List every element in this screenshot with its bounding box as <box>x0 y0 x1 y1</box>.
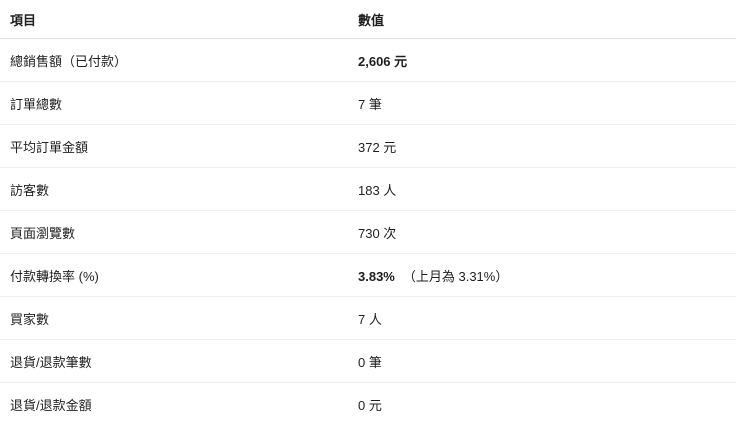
metric-label: 平均訂單金額 <box>0 124 348 168</box>
table-row: 付款轉換率 (%) 3.83% （上月為 3.31%） <box>0 253 736 297</box>
table-row: 平均訂單金額 372 元 <box>0 124 736 168</box>
table-row: 訂單總數 7 筆 <box>0 81 736 125</box>
metric-value: 3.83% <box>358 268 395 284</box>
metric-value: 0 筆 <box>358 354 382 370</box>
metric-value-cell: 372 元 <box>348 124 736 168</box>
metric-value: 7 筆 <box>358 96 382 112</box>
metric-label: 買家數 <box>0 296 348 340</box>
table-row: 買家數 7 人 <box>0 296 736 340</box>
metric-label: 訂單總數 <box>0 81 348 125</box>
table-row: 總銷售額（已付款） 2,606 元 <box>0 38 736 82</box>
metric-label: 訪客數 <box>0 167 348 211</box>
metric-value-cell: 3.83% （上月為 3.31%） <box>348 253 736 297</box>
table-row: 訪客數 183 人 <box>0 167 736 211</box>
metric-label: 退貨/退款金額 <box>10 397 92 413</box>
table-header-row: 項目 數值 <box>0 0 736 39</box>
table-row: 頁面瀏覽數 730 次 <box>0 210 736 254</box>
metric-value-cell: 2,606 元 <box>348 38 736 82</box>
metric-label: 頁面瀏覽數 <box>0 210 348 254</box>
column-header-item: 項目 <box>0 0 348 39</box>
table-row: 退貨/退款金額 0 元 <box>0 383 736 425</box>
metric-label: 退貨/退款筆數 <box>0 339 348 383</box>
table-row: 退貨/退款筆數 0 筆 <box>0 339 736 383</box>
metric-value-cell: 7 人 <box>348 296 736 340</box>
metric-value: 7 人 <box>358 311 382 327</box>
metric-label: 付款轉換率 (%) <box>0 253 348 297</box>
metric-value: 183 人 <box>358 182 397 198</box>
metric-value: 0 元 <box>358 397 382 413</box>
metric-value-cell: 183 人 <box>348 167 736 211</box>
metric-value: 372 元 <box>358 139 397 155</box>
metric-value: 2,606 元 <box>358 53 408 69</box>
column-header-value: 數值 <box>348 0 736 39</box>
metric-value: 730 次 <box>358 225 397 241</box>
metric-value-cell: 7 筆 <box>348 81 736 125</box>
metric-note: （上月為 3.31%） <box>402 268 509 284</box>
metric-value-cell: 0 筆 <box>348 339 736 383</box>
metric-label: 總銷售額（已付款） <box>0 38 348 82</box>
metric-value-cell: 730 次 <box>348 210 736 254</box>
metric-value-cell: 0 元 <box>348 383 736 425</box>
